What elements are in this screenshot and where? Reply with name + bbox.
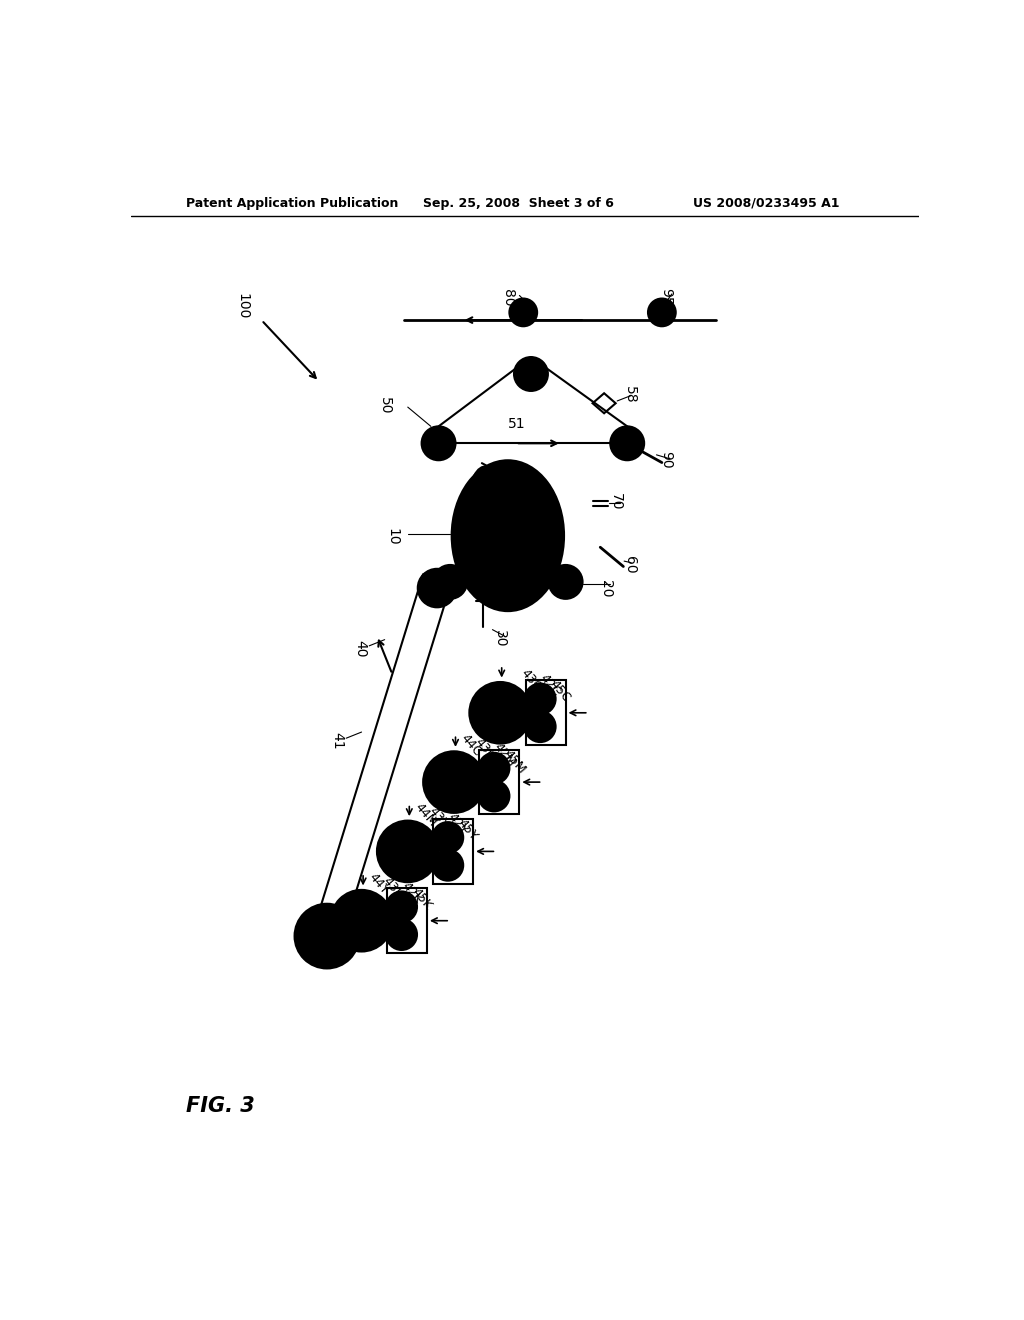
Circle shape (331, 890, 392, 952)
Text: 50: 50 (378, 397, 391, 414)
Bar (479, 750, 519, 814)
Text: 44M: 44M (412, 801, 439, 830)
Text: 44Y: 44Y (366, 870, 391, 896)
Text: Sep. 25, 2008  Sheet 3 of 6: Sep. 25, 2008 Sheet 3 of 6 (423, 197, 614, 210)
Text: 51: 51 (508, 417, 525, 432)
Circle shape (386, 891, 417, 923)
Text: 20: 20 (599, 581, 613, 598)
Text: 42M: 42M (492, 741, 518, 770)
Text: 95: 95 (658, 288, 673, 305)
Text: 43K: 43K (380, 874, 404, 900)
Circle shape (386, 919, 417, 950)
Circle shape (610, 426, 644, 461)
Circle shape (525, 711, 556, 742)
Text: 42K: 42K (399, 879, 424, 907)
Circle shape (514, 356, 548, 391)
Circle shape (432, 850, 463, 880)
Text: 60: 60 (623, 557, 637, 574)
Text: 42C: 42C (538, 672, 563, 698)
Text: 30: 30 (494, 631, 507, 648)
Text: 42Y: 42Y (445, 810, 470, 837)
Circle shape (433, 565, 467, 599)
Text: 43Y: 43Y (426, 805, 451, 832)
Circle shape (423, 751, 484, 813)
Circle shape (525, 684, 556, 714)
Text: 45C: 45C (548, 678, 573, 705)
Text: 45M: 45M (502, 747, 528, 776)
Text: 70: 70 (608, 494, 623, 511)
Ellipse shape (452, 461, 563, 611)
Text: 90: 90 (658, 451, 673, 469)
Text: 40: 40 (353, 640, 367, 657)
Text: 41: 41 (330, 733, 344, 750)
Circle shape (432, 822, 463, 853)
Text: 45Y: 45Y (455, 817, 480, 842)
Bar (387, 888, 427, 953)
Text: 10: 10 (385, 528, 399, 545)
Circle shape (418, 569, 457, 607)
Text: 44K: 44K (319, 940, 345, 966)
Circle shape (422, 426, 456, 461)
Bar (433, 818, 473, 884)
Circle shape (469, 682, 531, 743)
Circle shape (377, 821, 438, 882)
Text: 43M: 43M (472, 735, 499, 764)
Circle shape (295, 904, 359, 969)
Text: 58: 58 (623, 385, 637, 403)
Text: 43C: 43C (518, 667, 544, 693)
Text: 44C: 44C (458, 731, 484, 759)
Circle shape (509, 298, 538, 326)
Circle shape (648, 298, 676, 326)
Text: Patent Application Publication: Patent Application Publication (186, 197, 398, 210)
Text: FIG. 3: FIG. 3 (186, 1096, 255, 1115)
Text: 100: 100 (236, 293, 249, 319)
Circle shape (478, 752, 509, 784)
Text: 45K: 45K (409, 886, 434, 912)
Text: US 2008/0233495 A1: US 2008/0233495 A1 (692, 197, 839, 210)
Circle shape (549, 565, 583, 599)
Circle shape (478, 780, 509, 812)
Bar (525, 681, 565, 744)
Text: 80: 80 (501, 289, 515, 308)
